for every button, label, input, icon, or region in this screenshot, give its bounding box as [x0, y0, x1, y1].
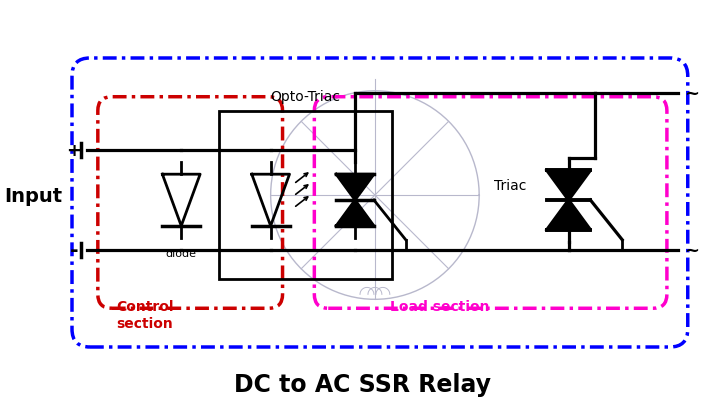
Text: -: -: [70, 240, 78, 260]
Text: +: +: [67, 142, 81, 160]
Text: Control
section: Control section: [117, 300, 174, 330]
Bar: [219, 111, 392, 280]
Text: ~: ~: [684, 85, 699, 102]
Polygon shape: [336, 175, 374, 200]
Polygon shape: [547, 171, 590, 200]
Text: Opto-Triac: Opto-Triac: [270, 90, 341, 103]
Text: Triac: Triac: [494, 179, 526, 193]
Text: Load section: Load section: [390, 300, 489, 313]
Text: ~: ~: [684, 241, 699, 259]
Text: diode: diode: [166, 248, 196, 258]
Text: Input: Input: [4, 186, 62, 205]
Polygon shape: [547, 200, 590, 230]
Text: DC to AC SSR Relay: DC to AC SSR Relay: [234, 372, 491, 396]
Polygon shape: [336, 200, 374, 226]
